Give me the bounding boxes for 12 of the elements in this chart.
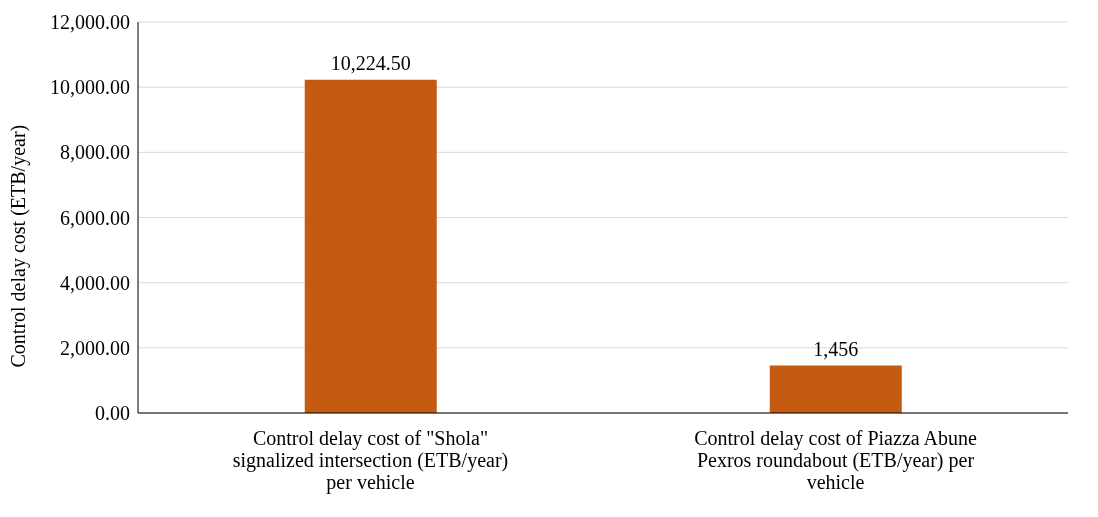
data-label: 10,224.50 [330,51,411,74]
y-tick-label: 2,000.00 [60,336,130,359]
y-tick-label: 6,000.00 [60,206,130,229]
x-tick-label: Control delay cost of "Shola" signalized intersection (ETB/year) per vehicle [232,427,509,494]
x-tick-label: Control delay cost of Piazza Abune Pexros roundabout (ETB/year) per vehicle [694,427,977,493]
y-tick-label: 8,000.00 [60,141,130,164]
y-tick-label: 4,000.00 [60,271,130,294]
y-axis-title: Control delay cost (ETB/year) [7,124,31,368]
y-tick-label: 12,000.00 [50,11,130,34]
y-tick-label: 0.00 [95,402,130,425]
y-tick-label: 10,000.00 [50,76,130,99]
data-label: 1,456 [813,337,859,360]
